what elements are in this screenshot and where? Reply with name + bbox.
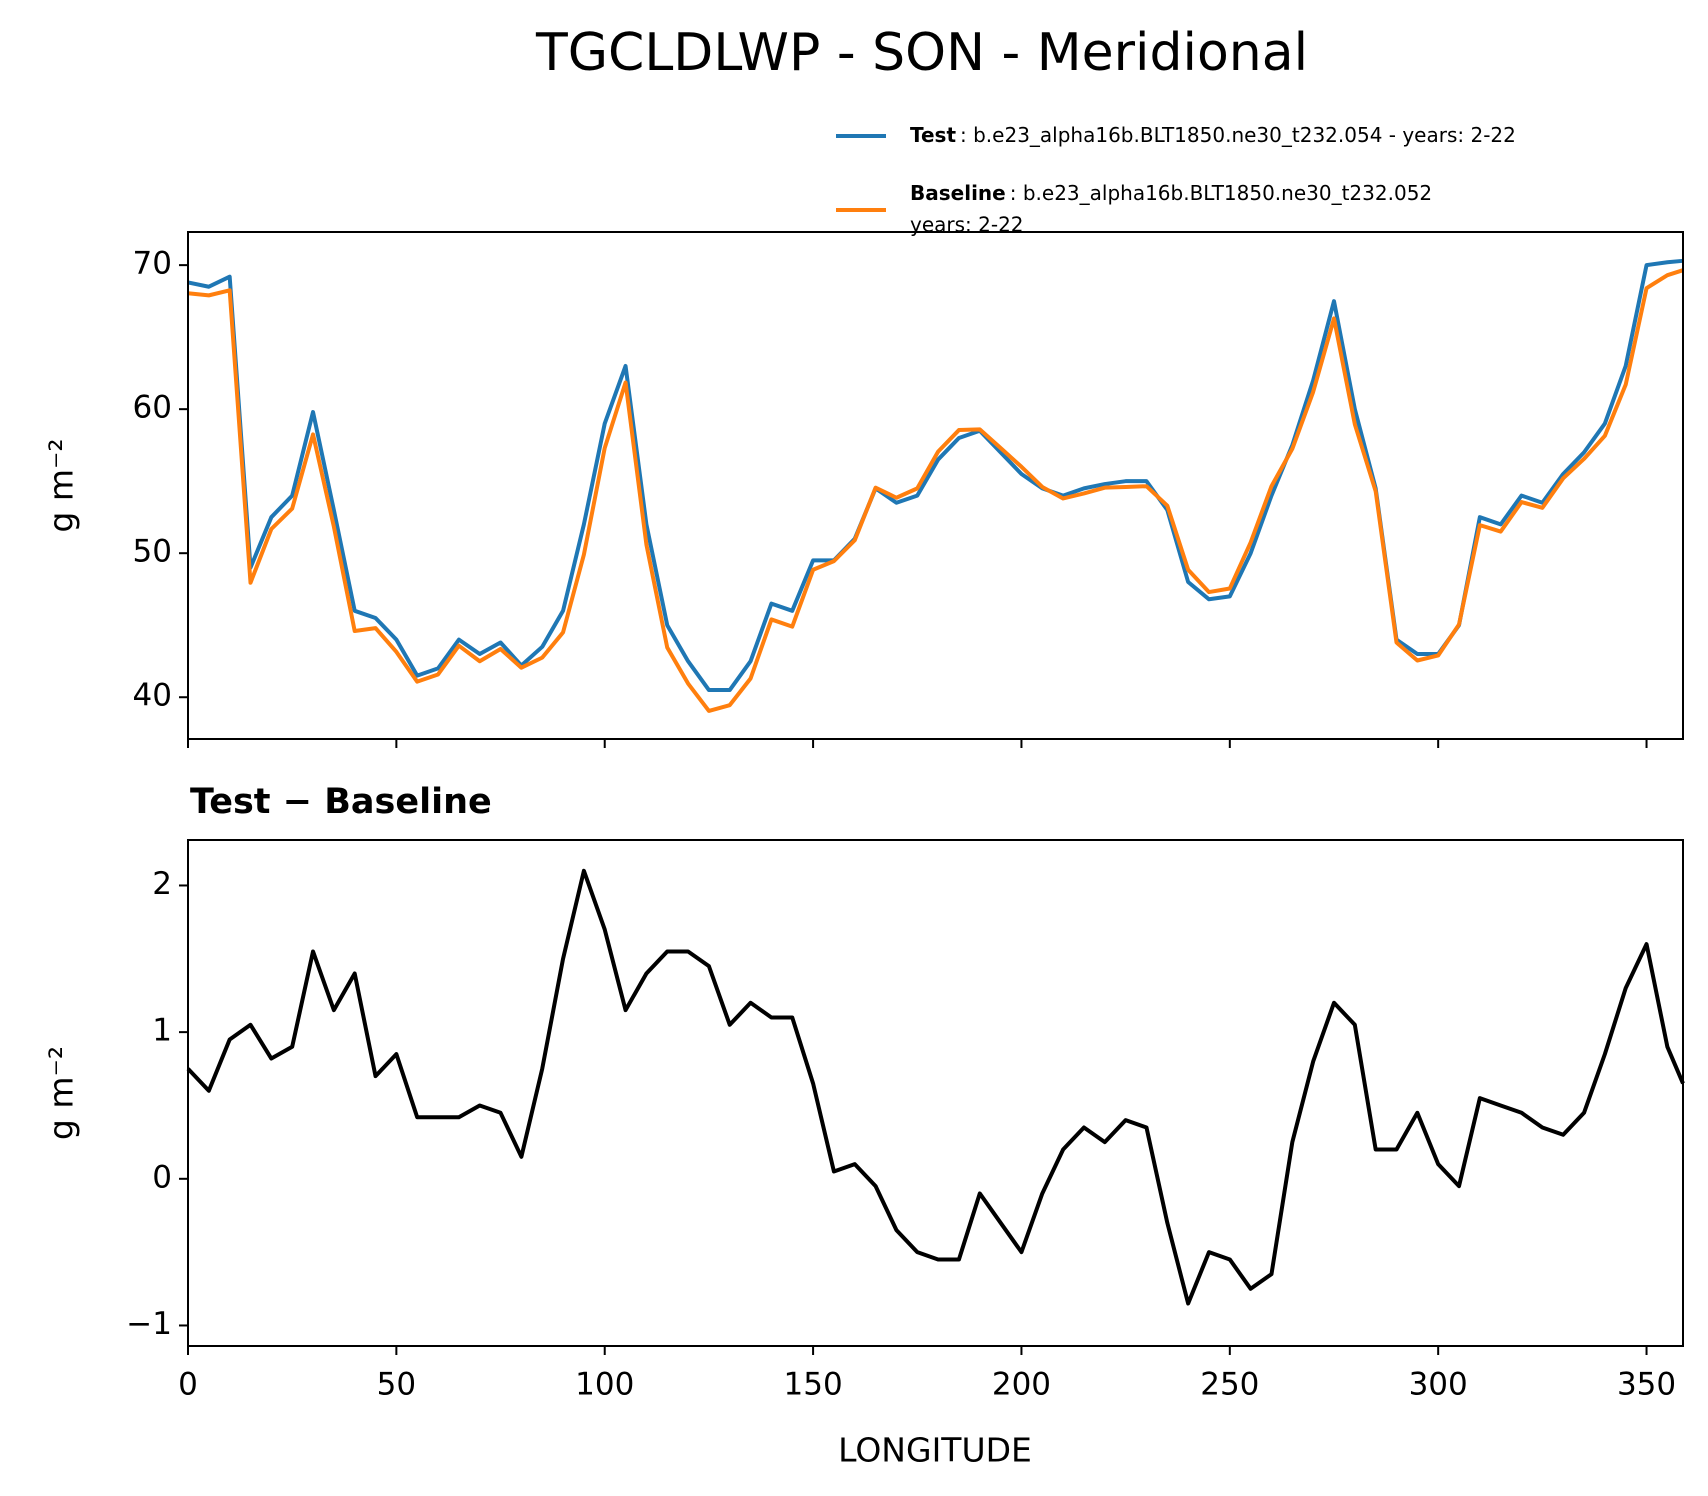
axes-frame [187, 839, 1684, 1347]
y-tick-label: 60 [133, 390, 172, 426]
x-axis-label: LONGITUDE [838, 1431, 1032, 1470]
x-tick-label: 50 [377, 1367, 416, 1403]
legend-name: Test [910, 123, 956, 147]
y-tick-label: 1 [152, 1013, 172, 1049]
y-axis-label: g m⁻² [42, 1046, 81, 1140]
y-tick-label: 0 [152, 1159, 172, 1195]
y-tick-label: 2 [152, 866, 172, 902]
axes-frame [187, 231, 1684, 740]
legend-description: : b.e23_alpha16b.BLT1850.ne30_t232.054 -… [960, 123, 1516, 147]
x-tick-label: 350 [1617, 1367, 1676, 1403]
y-tick-label: 70 [133, 246, 172, 282]
y-tick-label: 40 [133, 678, 172, 714]
legend-description: : b.e23_alpha16b.BLT1850.ne30_t232.052 [1010, 181, 1432, 205]
data-line [187, 268, 1684, 713]
figure-title: TGCLDLWP - SON - Meridional [535, 23, 1308, 83]
subplot-title: Test − Baseline [190, 782, 492, 822]
legend-label: Baseline: b.e23_alpha16b.BLT1850.ne30_t2… [910, 181, 1432, 205]
y-axis-label: g m⁻² [42, 438, 81, 532]
x-tick-label: 200 [992, 1367, 1051, 1403]
x-tick-label: 100 [575, 1367, 634, 1403]
x-tick-label: 250 [1200, 1367, 1259, 1403]
y-tick-label: −1 [126, 1306, 172, 1342]
data-line [186, 868, 1685, 1306]
legend-label: Test: b.e23_alpha16b.BLT1850.ne30_t232.0… [910, 123, 1516, 147]
y-tick-label: 50 [133, 534, 172, 570]
x-tick-label: 150 [784, 1367, 843, 1403]
legend-name: Baseline [910, 181, 1006, 205]
legend-description: years: 2-22 [910, 213, 1024, 237]
x-tick-label: 0 [178, 1367, 198, 1403]
x-tick-label: 300 [1409, 1367, 1468, 1403]
